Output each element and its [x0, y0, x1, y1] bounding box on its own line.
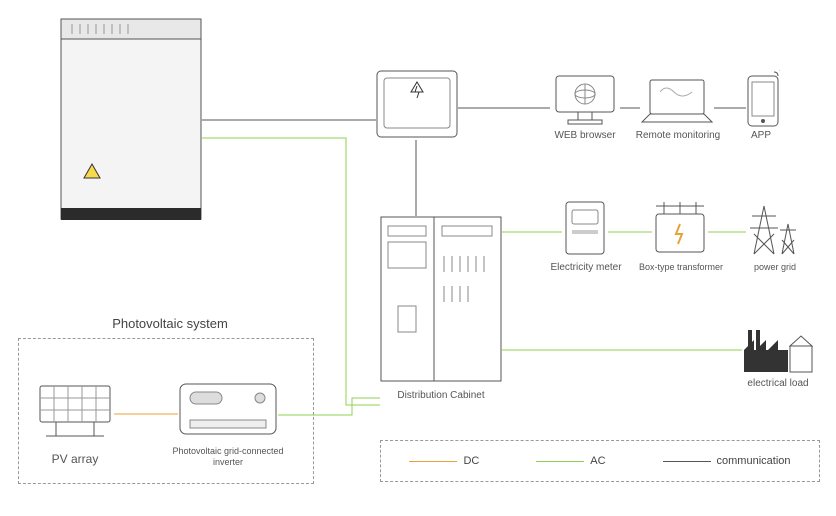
legend-item-ac: AC: [536, 455, 605, 467]
power-grid-label: power grid: [740, 262, 810, 273]
pv-inverter-label: Photovoltaic grid-connected inverter: [166, 446, 290, 468]
electrical-load-label: electrical load: [738, 378, 818, 390]
pv-array-label: PV array: [30, 452, 120, 466]
distribution-cabinet-label: Distribution Cabinet: [380, 390, 502, 402]
legend-item-dc: DC: [409, 455, 479, 467]
web-browser-label: WEB browser: [540, 130, 630, 142]
legend-line-comm: [663, 461, 711, 462]
legend-label-comm: communication: [717, 455, 791, 467]
electricity-meter-icon: [562, 200, 608, 258]
legend-line-ac: [536, 461, 584, 462]
app-label: APP: [736, 130, 786, 142]
power-grid-icon: [746, 196, 806, 256]
legend-line-dc: [409, 461, 457, 462]
storage-cabinet-icon: [60, 18, 202, 223]
legend: DC AC communication: [380, 440, 820, 482]
remote-monitoring-icon: [640, 78, 714, 126]
legend-label-dc: DC: [463, 455, 479, 467]
transformer-label: Box-type transformer: [636, 262, 726, 273]
combiner-box-icon: [376, 70, 458, 140]
app-icon: [746, 70, 780, 128]
web-browser-icon: [550, 74, 620, 126]
electrical-load-icon: [742, 320, 814, 374]
pv-system-title: Photovoltaic system: [80, 316, 260, 332]
electricity-meter-label: Electricity meter: [544, 262, 628, 274]
remote-monitoring-label: Remote monitoring: [628, 130, 728, 142]
legend-label-ac: AC: [590, 455, 605, 467]
pv-array-icon: [36, 382, 114, 442]
transformer-icon: [652, 200, 708, 256]
distribution-cabinet-icon: [380, 216, 502, 384]
legend-item-comm: communication: [663, 455, 791, 467]
pv-inverter-icon: [178, 380, 278, 440]
